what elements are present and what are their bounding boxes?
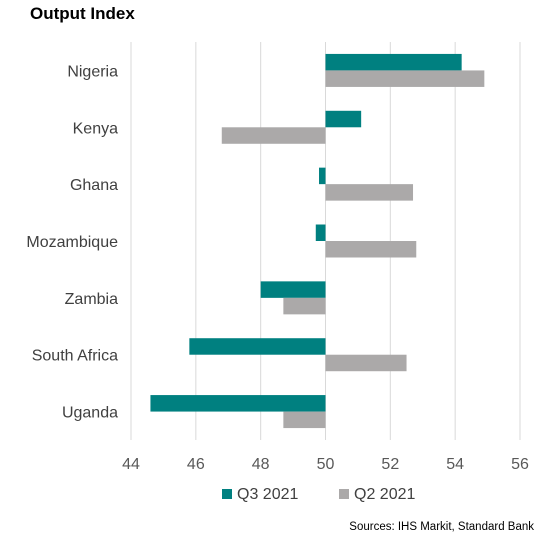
bar-uganda-q3-2021 [150, 395, 326, 412]
x-tick-label: 56 [511, 456, 529, 473]
x-tick-label: 52 [381, 456, 399, 473]
category-label: Zambia [65, 291, 118, 308]
legend-swatch [222, 489, 232, 499]
category-label: Kenya [73, 120, 118, 137]
x-tick-label: 54 [446, 456, 464, 473]
x-tick-labels: 44 46 48 50 52 54 56 [122, 456, 529, 473]
bar-south-africa-q3-2021 [189, 338, 326, 355]
category-label: Ghana [70, 177, 118, 194]
category-labels: Nigeria Kenya Ghana Mozambique Zambia South A… [26, 63, 118, 421]
legend: Q3 2021 Q2 2021 [222, 486, 415, 503]
category-label: South Africa [32, 348, 118, 365]
bar-ghana-q3-2021 [319, 167, 326, 185]
category-label: Uganda [62, 405, 118, 422]
category-label: Nigeria [67, 63, 118, 80]
x-tick-label: 44 [122, 456, 140, 473]
bar-kenya-q3-2021 [325, 110, 362, 128]
legend-label: Q3 2021 [237, 486, 298, 503]
x-tick-label: 50 [317, 456, 335, 473]
x-tick-label: 48 [252, 456, 270, 473]
bar-nigeria-q3-2021 [325, 53, 462, 71]
bar-mozambique-q3-2021 [315, 224, 326, 241]
bar-ghana-q2-2021 [325, 184, 414, 201]
source-note: Sources: IHS Markit, Standard Bank [349, 521, 534, 533]
bar-zambia-q2-2021 [283, 297, 326, 315]
x-tick-label: 46 [187, 456, 205, 473]
legend-swatch [339, 489, 349, 499]
bar-kenya-q2-2021 [221, 127, 326, 144]
bars [150, 53, 485, 429]
bar-uganda-q2-2021 [283, 411, 326, 429]
chart-title: Output Index [30, 4, 135, 23]
bar-nigeria-q2-2021 [325, 70, 485, 87]
bar-mozambique-q2-2021 [325, 241, 417, 258]
category-label: Mozambique [26, 234, 118, 251]
bar-south-africa-q2-2021 [325, 354, 407, 372]
legend-label: Q2 2021 [354, 486, 415, 503]
bar-zambia-q3-2021 [260, 281, 326, 298]
